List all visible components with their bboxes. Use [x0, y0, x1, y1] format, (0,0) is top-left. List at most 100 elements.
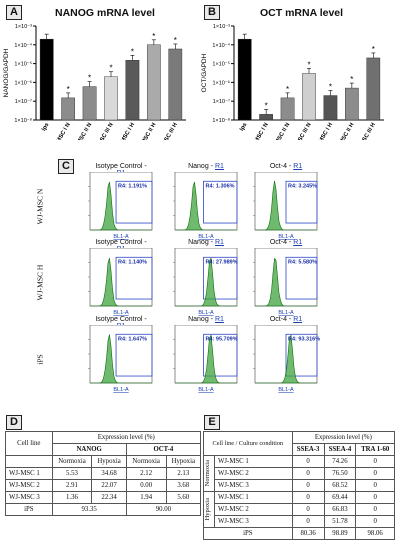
gate-percentage: R4: 1.647%: [118, 336, 147, 342]
y-axis-label: OCT/GAPDH: [201, 53, 208, 92]
table-row: WJ-MSC 3 0 68.52 0: [204, 479, 395, 492]
histogram-peak: [90, 181, 152, 231]
table-e-condition-label: Hypoxia: [204, 498, 211, 521]
flow-plot-title: Nanog - R1: [188, 163, 224, 170]
x-tick-label: WJMSC II N: [270, 122, 291, 140]
table-row: WJ-MSC 2 0 66.83 0: [204, 503, 395, 516]
table-cell: WJ-MSC 1: [5, 467, 53, 480]
table-d-sub-header: Normoxia: [125, 455, 167, 468]
gate-r4: [203, 180, 238, 224]
table-cell: 5.60: [165, 491, 202, 504]
bar: [147, 44, 161, 121]
histogram-peak: [90, 334, 152, 384]
table-cell: 2.13: [165, 467, 202, 480]
panel-d-label: D: [6, 415, 22, 430]
table-row: Normoxia WJ-MSC 1 0 74.26 0: [203, 455, 395, 492]
panel-a-title: NANOG mRNA level: [55, 7, 155, 19]
x-tick-label: WJMSC II H: [334, 122, 355, 140]
gate-r4: [115, 256, 153, 300]
x-axis-label: BL1-A: [113, 310, 129, 316]
x-axis-label: BL1-A: [278, 234, 294, 240]
table-d-oct4-header: OCT-4: [125, 443, 202, 456]
table-cell: 2.12: [125, 467, 167, 480]
y-tick-label: 1×10⁻⁷: [15, 98, 32, 105]
y-tick-label: 1×10⁻⁸: [212, 117, 230, 124]
table-e-cellline-header: Cell line / Culture condition: [203, 431, 293, 456]
y-tick-label: 1×10⁻⁴: [212, 42, 230, 49]
x-tick-label: WJMSC III H: [157, 122, 179, 140]
table-cell: 66.83: [323, 503, 357, 516]
x-axis-label: BL1-A: [278, 310, 294, 316]
table-row: WJ-MSC 3 1.36 22.34 1.94 5.60: [5, 491, 202, 504]
gate-percentage: R4: 5.580%: [288, 259, 317, 265]
gate-r4: [115, 333, 153, 377]
x-axis-label: BL1-A: [278, 387, 294, 393]
flow-histogram: R4: 1.140% BL1-A: [88, 248, 153, 316]
table-cell: iPS: [5, 503, 53, 516]
table-d-sub-header: Hypoxia: [91, 455, 127, 468]
table-cell: 0: [291, 467, 325, 480]
table-e-expression-header: Expression level (%): [291, 431, 396, 444]
bar: [345, 87, 359, 121]
table-cell: 69.44: [323, 491, 357, 504]
x-tick-label: WJMSC II H: [136, 122, 157, 140]
table-cell: 0: [355, 479, 395, 492]
x-tick-label: WJMSC I H: [116, 122, 137, 140]
y-axis-label: NANOG/GAPDH: [3, 48, 10, 97]
x-tick-label: WJMSC I N: [249, 122, 270, 140]
table-cell: 0: [291, 503, 325, 516]
panel-e-label: E: [204, 415, 220, 430]
x-axis-label: BL1-A: [113, 234, 129, 240]
flow-histogram: R4: 95.709% BL1-A: [173, 325, 238, 393]
table-cell: 22.34: [91, 491, 127, 504]
x-axis-label: BL1-A: [113, 387, 129, 393]
flow-plot-title: Oct-4 - R1: [269, 239, 303, 246]
x-axis-label: BL1-A: [198, 310, 214, 316]
significance-star: *: [109, 64, 112, 73]
histogram-peak: [255, 334, 317, 384]
significance-star: *: [88, 74, 91, 83]
flow-histogram: R4: 1.191% BL1-A: [88, 172, 153, 240]
table-e-col-header: SSEA-4: [323, 443, 357, 456]
significance-star: *: [286, 85, 289, 94]
table-cell: 0: [291, 491, 325, 504]
flow-plot-title: Oct-4 - R1: [269, 316, 303, 323]
y-tick-label: 1×10⁻³: [213, 24, 230, 30]
table-cell: 3.68: [165, 479, 202, 492]
x-axis-label: BL1-A: [198, 387, 214, 393]
gate-r4: [203, 333, 238, 377]
table-cell: 98.06: [355, 527, 395, 540]
histogram-peak: [90, 258, 152, 307]
table-cell: 0: [291, 455, 325, 468]
flow-row-label: iPS: [35, 354, 45, 365]
table-cell: 0: [355, 491, 395, 504]
table-cell: 1.94: [125, 491, 167, 504]
plot-frame: [89, 248, 153, 307]
table-cell: WJ-MSC 3: [214, 515, 293, 528]
table-cell: 0: [355, 455, 395, 468]
table-e-condition-label: Normoxia: [204, 460, 211, 487]
table-d: Cell line Expression level (%) NANOG OCT…: [5, 431, 202, 516]
table-cell: 90.00: [125, 503, 202, 516]
table-cell: WJ-MSC 2: [5, 479, 53, 492]
table-d-nanog-header: NANOG: [51, 443, 127, 456]
gate-percentage: R4: 3.245%: [288, 183, 317, 189]
gate-r4: [203, 256, 238, 300]
bar: [259, 114, 273, 121]
table-cell: 22.07: [91, 479, 127, 492]
table-row: WJ-MSC 1 5.53 34.68 2.12 2.13: [5, 467, 202, 480]
gate-r4: [285, 180, 318, 224]
table-cell: WJ-MSC 2: [214, 503, 293, 516]
bar: [39, 38, 54, 121]
gate-r4: [285, 333, 318, 377]
oct-bar-chart: 1×10⁻³ 1×10⁻⁴ 1×10⁻⁵ 1×10⁻⁶ 1×10⁻⁷ 1×10⁻⁸ OCT/…: [201, 24, 384, 140]
flow-histogram: R4: 5.580% BL1-A: [253, 248, 318, 316]
gate-percentage: R4: 95.709%: [206, 336, 238, 342]
bar: [280, 97, 295, 121]
x-tick-label: WJMSC II N: [72, 122, 93, 140]
y-tick-label: 1×10⁻⁴: [14, 42, 32, 49]
table-row: WJ-MSC 2 2.91 22.07 0.00 3.68: [5, 479, 202, 492]
table-row: iPS 93.35 90.00: [5, 503, 202, 516]
x-tick-label: WJMSC III N: [291, 122, 313, 140]
table-cell: 5.53: [51, 467, 93, 480]
